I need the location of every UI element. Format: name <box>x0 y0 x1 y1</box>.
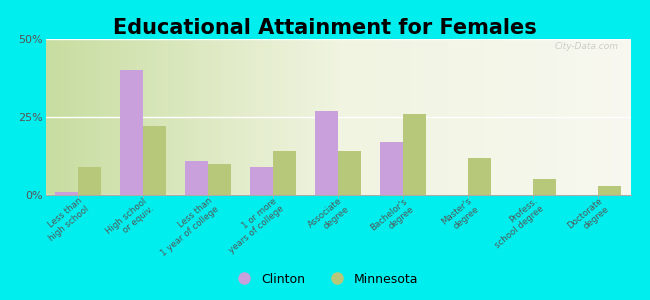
Bar <box>338 151 361 195</box>
Bar <box>55 192 78 195</box>
Bar <box>120 70 143 195</box>
Legend: Clinton, Minnesota: Clinton, Minnesota <box>226 268 424 291</box>
Bar <box>468 158 491 195</box>
Bar <box>185 161 208 195</box>
Bar <box>143 126 166 195</box>
Bar <box>403 114 426 195</box>
Bar <box>208 164 231 195</box>
Bar <box>273 151 296 195</box>
Bar <box>533 179 556 195</box>
Bar <box>250 167 273 195</box>
Bar <box>315 111 338 195</box>
Text: City-Data.com: City-Data.com <box>555 42 619 51</box>
Bar <box>78 167 101 195</box>
Text: Educational Attainment for Females: Educational Attainment for Females <box>113 18 537 38</box>
Bar <box>380 142 403 195</box>
Bar <box>598 186 621 195</box>
